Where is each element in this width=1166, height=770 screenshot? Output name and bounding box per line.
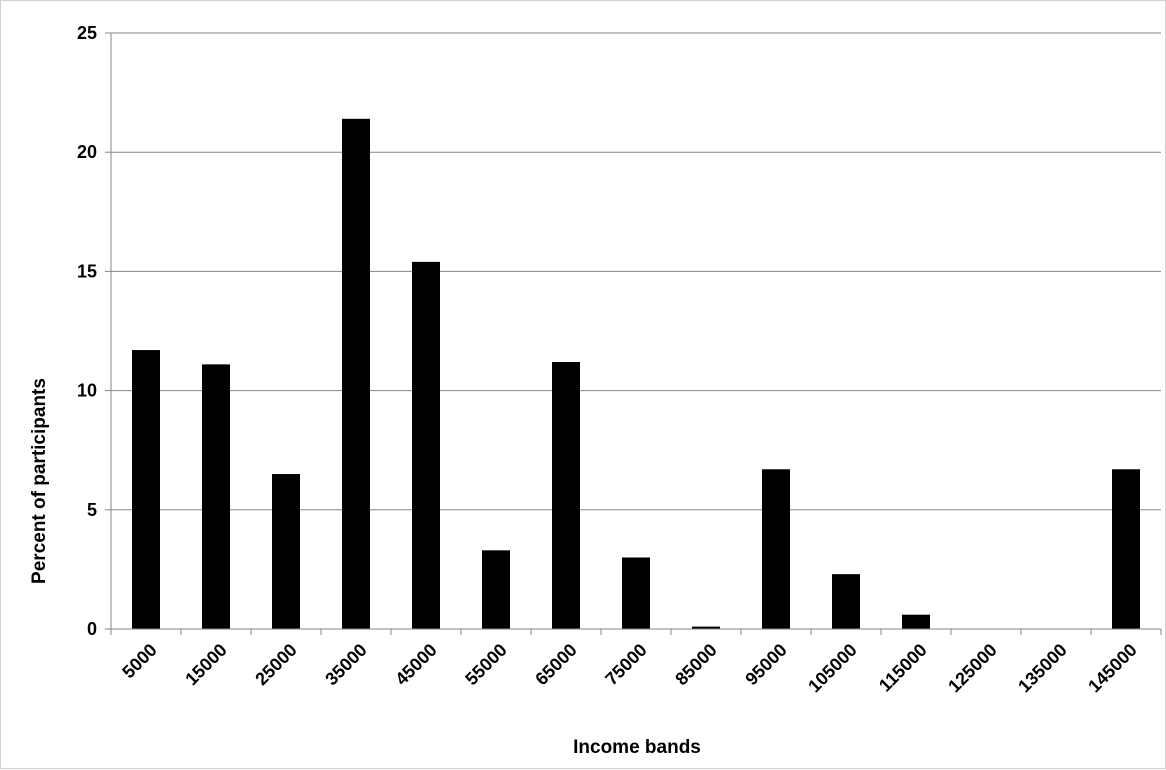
x-tick-label: 35000 (321, 640, 371, 690)
bar (1112, 469, 1140, 629)
x-tick-label: 115000 (875, 640, 931, 696)
x-tick-label: 75000 (601, 640, 651, 690)
x-tick-label: 145000 (1084, 640, 1141, 697)
x-tick-labels: 5000 15000 25000 35000 45000 55000 65000 75000 8… (110, 629, 1162, 697)
bar (622, 557, 650, 629)
y-tick-label: 15 (77, 261, 97, 281)
gridlines (111, 32, 1161, 511)
y-tick-labels: 0 5 10 15 20 25 (77, 23, 111, 639)
x-tick-label: 125000 (944, 640, 1001, 697)
x-axis-title: Income bands (573, 737, 701, 758)
x-tick-label: 25000 (251, 640, 301, 690)
x-tick-label: 65000 (531, 640, 581, 690)
y-axis-title: Percent of participants (29, 378, 50, 584)
bar (832, 574, 860, 629)
bar (902, 614, 930, 629)
x-tick-label: 135000 (1014, 640, 1071, 697)
y-tick-label: 5 (87, 500, 97, 520)
axes (110, 33, 1161, 630)
bar (132, 350, 160, 629)
y-tick-label: 25 (77, 23, 97, 43)
bar (342, 118, 370, 629)
bars (132, 118, 1140, 629)
x-tick-label: 15000 (181, 640, 231, 690)
y-tick-label: 20 (77, 142, 97, 162)
x-tick-label: 105000 (804, 640, 861, 697)
x-tick-label: 85000 (671, 640, 721, 690)
x-tick-label: 95000 (741, 640, 791, 690)
y-tick-label: 10 (77, 381, 97, 401)
bar (412, 261, 440, 629)
x-tick-label: 55000 (461, 640, 511, 690)
y-tick-label: 0 (87, 619, 97, 639)
x-tick-label: 5000 (118, 640, 160, 682)
bar (202, 364, 230, 629)
bar (692, 626, 720, 629)
bar (272, 474, 300, 629)
bar (552, 361, 580, 629)
bar (482, 550, 510, 629)
x-tick-label: 45000 (391, 640, 441, 690)
bar (762, 469, 790, 629)
